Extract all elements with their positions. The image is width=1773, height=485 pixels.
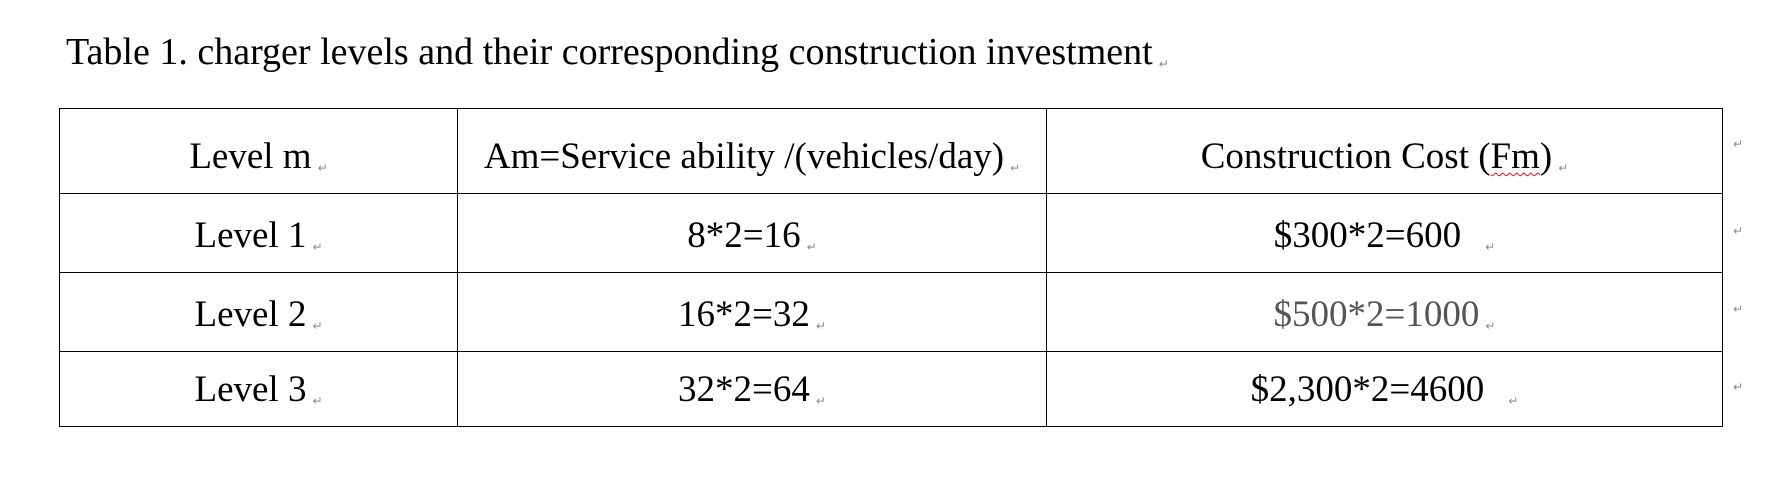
cell-cost: $500*2=1000 ↵ xyxy=(1046,272,1723,352)
header-cost-variable: Fm xyxy=(1490,136,1540,177)
cell-mark-icon: ↵ xyxy=(317,161,328,175)
header-ability-label: Am=Service ability /(vehicles/day) xyxy=(483,136,1005,177)
cell-mark-icon: ↵ xyxy=(806,240,817,254)
level-value: Level 2 xyxy=(194,294,307,335)
table-header-row: Level m ↵ Am=Service ability /(vehicles/d… xyxy=(59,108,1723,194)
cell-ability: 16*2=32 ↵ xyxy=(457,272,1047,352)
cell-level: Level 2 ↵ xyxy=(59,272,458,352)
row-end-mark-icon: ↵ xyxy=(1733,224,1744,238)
table-row: Level 1 ↵ 8*2=16 ↵ $300*2=600 ↵ xyxy=(59,193,1723,273)
header-cell-level: Level m ↵ xyxy=(59,108,458,194)
cell-cost: $2,300*2=4600 ↵ xyxy=(1046,351,1723,427)
cell-mark-icon: ↵ xyxy=(1508,394,1519,408)
cell-mark-icon: ↵ xyxy=(1485,319,1496,333)
cell-mark-icon: ↵ xyxy=(815,394,826,408)
cell-ability: 8*2=16 ↵ xyxy=(457,193,1047,273)
header-level-label: Level m xyxy=(189,136,312,177)
cell-level: Level 3 ↵ xyxy=(59,351,458,427)
cell-mark-icon: ↵ xyxy=(815,319,826,333)
cost-value: $300*2=600 xyxy=(1273,215,1462,256)
ability-value: 32*2=64 xyxy=(678,369,810,410)
header-cell-ability: Am=Service ability /(vehicles/day) ↵ xyxy=(457,108,1047,194)
row-end-mark-icon: ↵ xyxy=(1733,302,1744,316)
cell-mark-icon: ↵ xyxy=(312,319,323,333)
level-value: Level 3 xyxy=(194,369,307,410)
header-cell-cost: Construction Cost (Fm) ↵ xyxy=(1046,108,1723,194)
cell-mark-icon: ↵ xyxy=(1485,240,1496,254)
level-value: Level 1 xyxy=(194,215,307,256)
header-cost-prefix: Construction Cost ( xyxy=(1200,136,1491,177)
cell-mark-icon: ↵ xyxy=(312,394,323,408)
table-row: Level 2 ↵ 16*2=32 ↵ $500*2=1000 ↵ xyxy=(59,272,1723,352)
header-cost-suffix: ) xyxy=(1539,136,1553,177)
table-row: Level 3 ↵ 32*2=64 ↵ $2,300*2=4600 ↵ xyxy=(59,351,1723,427)
table-caption: Table 1. charger levels and their corres… xyxy=(66,28,1169,88)
cell-mark-icon: ↵ xyxy=(312,240,323,254)
charger-levels-table: Level m ↵ Am=Service ability /(vehicles/d… xyxy=(59,108,1723,427)
ability-value: 16*2=32 xyxy=(678,294,810,335)
ability-value: 8*2=16 xyxy=(687,215,801,256)
paragraph-mark-icon: ↵ xyxy=(1158,57,1169,71)
row-end-mark-icon: ↵ xyxy=(1733,380,1744,394)
cost-value: $500*2=1000 xyxy=(1273,294,1480,335)
cost-value: $2,300*2=4600 xyxy=(1250,369,1485,410)
cell-cost: $300*2=600 ↵ xyxy=(1046,193,1723,273)
row-end-mark-icon: ↵ xyxy=(1733,137,1744,151)
cell-level: Level 1 ↵ xyxy=(59,193,458,273)
cell-ability: 32*2=64 ↵ xyxy=(457,351,1047,427)
caption-text: Table 1. charger levels and their corres… xyxy=(66,31,1153,73)
cell-mark-icon: ↵ xyxy=(1010,161,1021,175)
cell-mark-icon: ↵ xyxy=(1558,161,1569,175)
